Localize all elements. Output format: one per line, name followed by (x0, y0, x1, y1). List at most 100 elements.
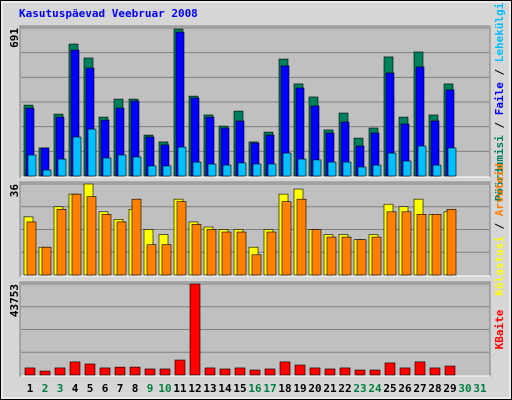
bar (446, 208, 457, 276)
bar (282, 152, 292, 177)
x-tick-label: 6 (102, 382, 109, 395)
bar (312, 159, 322, 177)
x-tick-label: 17 (263, 382, 276, 395)
x-tick-label: 15 (233, 382, 246, 395)
bar (251, 254, 262, 276)
bar (144, 368, 156, 376)
bar (191, 224, 202, 276)
bar (414, 361, 426, 376)
legend: KBaite (493, 309, 506, 349)
bar (249, 369, 261, 376)
bar (372, 164, 382, 177)
y-tick-label: 691 (8, 28, 21, 48)
x-tick-label: 11 (173, 382, 187, 395)
x-tick-label: 27 (413, 382, 426, 395)
bar (116, 221, 127, 276)
bar (117, 154, 127, 177)
x-tick-label: 16 (248, 382, 262, 395)
bar (417, 145, 427, 177)
bar (402, 160, 412, 177)
x-tick-label: 21 (323, 382, 337, 395)
bar (56, 208, 67, 276)
bar (177, 146, 187, 177)
bar (296, 198, 307, 276)
bar (131, 198, 142, 276)
bar (174, 359, 186, 376)
bar (369, 369, 381, 376)
x-tick-label: 26 (398, 382, 412, 395)
bar (356, 239, 367, 276)
bar (99, 367, 111, 376)
legend-entry: KBaite (493, 309, 506, 349)
bar (102, 157, 112, 177)
bar (159, 368, 171, 376)
legend-separator: / (493, 115, 506, 135)
bar (69, 361, 81, 376)
bar (432, 164, 442, 177)
bar (387, 152, 397, 177)
bar (146, 244, 157, 276)
x-tick-label: 4 (72, 382, 79, 395)
x-tick-label: 19 (293, 382, 306, 395)
bar (71, 193, 82, 276)
bar (354, 369, 366, 376)
bar (192, 161, 202, 177)
x-tick-label: 9 (147, 382, 154, 395)
legend-separator: / (493, 62, 506, 82)
x-tick-label: 23 (353, 382, 366, 395)
bar (429, 367, 441, 376)
bar (326, 236, 337, 276)
chart-title: Kasutuspäevad Veebruar 2008 (19, 7, 198, 20)
x-tick-label: 24 (368, 382, 382, 395)
bar (207, 163, 217, 177)
bar (72, 136, 82, 177)
bar (57, 158, 67, 177)
x-tick-label: 22 (338, 382, 351, 395)
bar (267, 163, 277, 177)
bar (447, 147, 457, 177)
bar (444, 365, 456, 376)
x-tick-label: 8 (132, 382, 139, 395)
legend-entry: Faile (493, 82, 506, 115)
bar (206, 229, 217, 276)
x-tick-label: 12 (188, 382, 201, 395)
bar (342, 161, 352, 177)
bar (129, 366, 141, 376)
bar (204, 367, 216, 376)
bar (221, 231, 232, 276)
legend: Pöördumisi / Faile / Lehekülgi (493, 2, 506, 201)
bar (234, 367, 246, 376)
x-tick-label: 18 (278, 382, 291, 395)
x-tick-label: 13 (203, 382, 216, 395)
legend-separator: / (493, 216, 506, 236)
bar (176, 201, 187, 276)
bar (27, 154, 37, 177)
bar (84, 363, 96, 376)
bar (114, 366, 126, 376)
bar (132, 156, 142, 177)
bar (219, 368, 231, 376)
x-tick-label: 1 (27, 382, 34, 395)
bar (401, 211, 412, 276)
y-tick-label: 36 (8, 184, 21, 198)
x-tick-label: 29 (443, 382, 456, 395)
bar (161, 244, 172, 276)
x-tick-label: 31 (473, 382, 487, 395)
bar (309, 367, 321, 376)
bar (86, 196, 97, 276)
x-tick-label: 25 (383, 382, 396, 395)
x-tick-label: 2 (42, 382, 49, 395)
bar (42, 169, 52, 177)
bar (54, 367, 66, 376)
bar (431, 214, 442, 276)
x-tick-label: 28 (428, 382, 441, 395)
x-tick-label: 5 (87, 382, 94, 395)
legend-entry: Külastusi (493, 236, 506, 296)
bar (162, 165, 172, 177)
bar (384, 362, 396, 376)
bar (357, 166, 367, 177)
legend: Külastusi / Arvuteid (493, 163, 506, 295)
bar (189, 283, 201, 376)
x-tick-label: 10 (158, 382, 171, 395)
bar (237, 162, 247, 177)
